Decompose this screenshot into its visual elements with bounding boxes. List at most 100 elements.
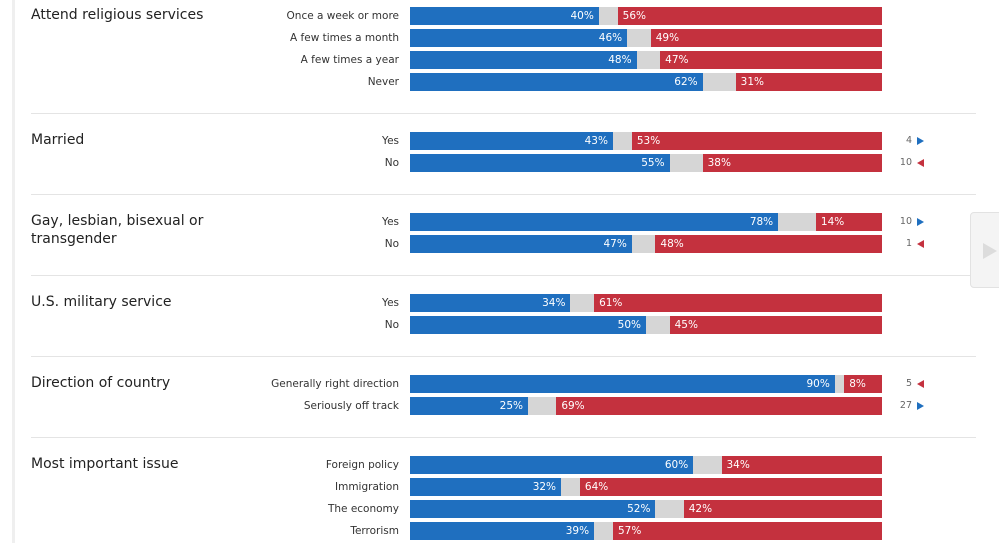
- bar-democrat: 55%: [410, 154, 670, 172]
- bar-democrat: 52%: [410, 500, 656, 518]
- data-label-democrat: 62%: [674, 76, 698, 88]
- row-label: Yes: [382, 135, 399, 147]
- change-value: 10: [899, 216, 912, 227]
- bar-row: 32% 64%: [410, 478, 882, 496]
- row-label: Never: [367, 76, 399, 88]
- data-label-democrat: 48%: [608, 54, 632, 66]
- bar-other: [646, 316, 670, 334]
- group-divider: [31, 275, 976, 276]
- bar-other: [627, 29, 651, 47]
- bar-row: 90% 8%: [410, 375, 882, 393]
- bar-democrat: 60%: [410, 456, 694, 474]
- bar-democrat: 90%: [410, 375, 835, 393]
- bar-republican: 56%: [617, 7, 882, 25]
- data-label-republican: 14%: [820, 216, 845, 228]
- change-value: 10: [899, 157, 912, 168]
- bar-row: 50% 45%: [410, 316, 882, 334]
- data-label-republican: 64%: [584, 481, 609, 493]
- bar-other: [669, 154, 703, 172]
- bar-democrat: 32%: [410, 478, 562, 496]
- bar-democrat: 43%: [410, 132, 613, 150]
- data-label-republican: 53%: [636, 135, 661, 147]
- bar-democrat: 46%: [410, 29, 628, 47]
- data-label-democrat: 55%: [641, 157, 665, 169]
- bar-republican: 49%: [650, 29, 882, 47]
- data-label-democrat: 46%: [598, 32, 623, 44]
- bar-other: [636, 51, 661, 69]
- data-label-democrat: 25%: [499, 400, 523, 412]
- bar-row: 78% 14%: [410, 213, 882, 231]
- group-divider: [31, 437, 976, 438]
- arrow-right-icon: [917, 136, 924, 145]
- change-indicator: 1: [890, 235, 934, 253]
- change-value: 1: [905, 238, 912, 249]
- bar-other: [834, 375, 845, 393]
- row-label: Foreign policy: [325, 459, 399, 471]
- bar-row: 34% 61%: [410, 294, 882, 312]
- bar-row: 25% 69%: [410, 397, 882, 415]
- data-label-democrat: 39%: [565, 525, 590, 537]
- group-divider: [31, 113, 976, 114]
- row-label: No: [384, 238, 399, 250]
- data-label-republican: 56%: [622, 10, 647, 22]
- data-label-democrat: 40%: [570, 10, 594, 22]
- bar-other: [702, 73, 736, 91]
- bar-republican: 42%: [683, 500, 882, 518]
- data-label-republican: 61%: [599, 297, 623, 309]
- data-label-republican: 8%: [849, 378, 866, 390]
- change-indicator: 10: [890, 154, 934, 172]
- chevron-right-icon: [983, 243, 997, 259]
- data-label-democrat: 90%: [806, 378, 830, 390]
- group-title: Direction of country: [31, 375, 171, 391]
- bar-democrat: 39%: [410, 522, 595, 540]
- row-label: A few times a year: [300, 54, 399, 66]
- bar-democrat: 34%: [410, 294, 571, 312]
- bar-other: [561, 478, 580, 496]
- group-title: U.S. military service: [31, 294, 172, 310]
- bar-democrat: 78%: [410, 213, 779, 231]
- data-label-democrat: 60%: [664, 459, 689, 471]
- data-label-democrat: 43%: [584, 135, 608, 147]
- bar-other: [570, 294, 595, 312]
- data-label-republican: 48%: [660, 238, 684, 250]
- arrow-right-icon: [917, 401, 924, 410]
- change-indicator: 10: [890, 213, 934, 231]
- bar-row: 55% 38%: [410, 154, 882, 172]
- row-label: A few times a month: [290, 32, 399, 44]
- data-label-republican: 38%: [707, 157, 731, 169]
- bar-republican: 64%: [579, 478, 882, 496]
- bar-other: [612, 132, 632, 150]
- group-title: Married: [31, 132, 85, 148]
- row-label: No: [384, 157, 399, 169]
- next-button[interactable]: [970, 212, 999, 288]
- bar-republican: 38%: [702, 154, 882, 172]
- bar-row: 39% 57%: [410, 522, 882, 540]
- data-label-republican: 49%: [655, 32, 680, 44]
- row-label: Seriously off track: [303, 400, 399, 412]
- data-label-republican: 45%: [674, 319, 698, 331]
- bar-democrat: 47%: [410, 235, 632, 253]
- arrow-left-icon: [917, 379, 924, 388]
- data-label-democrat: 50%: [617, 319, 641, 331]
- bar-republican: 31%: [735, 73, 882, 91]
- data-label-democrat: 47%: [603, 238, 627, 250]
- bar-democrat: 62%: [410, 73, 703, 91]
- group-title: Most important issue: [31, 456, 179, 472]
- data-label-republican: 42%: [688, 503, 713, 515]
- row-label: Once a week or more: [286, 10, 399, 22]
- group-title: Gay, lesbian, bisexual or transgender: [31, 213, 204, 247]
- data-label-democrat: 78%: [749, 216, 774, 228]
- bar-republican: 8%: [844, 375, 882, 393]
- bar-republican: 47%: [660, 51, 882, 69]
- bar-republican: 57%: [612, 522, 882, 540]
- row-label: Generally right direction: [271, 378, 399, 390]
- bar-row: 46% 49%: [410, 29, 882, 47]
- data-label-democrat: 52%: [627, 503, 651, 515]
- bar-republican: 45%: [669, 316, 882, 334]
- bar-democrat: 40%: [410, 7, 599, 25]
- bar-democrat: 25%: [410, 397, 528, 415]
- page-left-border: [12, 0, 15, 543]
- change-value: 5: [905, 378, 912, 389]
- bar-other: [655, 500, 684, 518]
- bar-other: [778, 213, 816, 231]
